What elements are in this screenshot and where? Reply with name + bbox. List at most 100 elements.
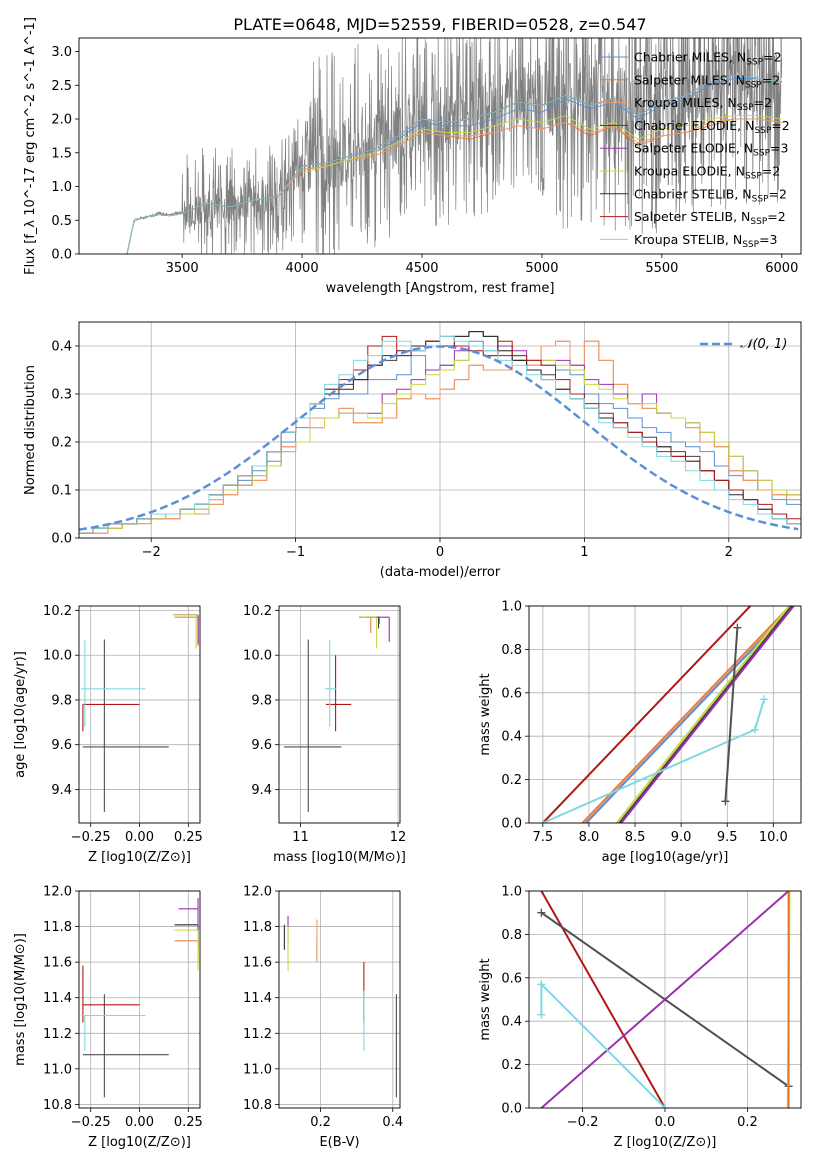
mass_vs_Z-ytick-label: 11.0 — [43, 1062, 72, 1077]
residuals-xtick-label: 2 — [725, 545, 733, 560]
age_vs_Z-grid — [79, 606, 200, 823]
legend-label-2: Kroupa MILES, N — [634, 95, 737, 110]
mass_vs_EBV-frame — [278, 890, 401, 1109]
spectrum-ytick-label: 3.0 — [51, 45, 72, 60]
mass_vs_EBV-ytick-label: 11.0 — [243, 1062, 272, 1077]
mass_vs_Z-grid — [79, 890, 200, 1108]
weight_vs_age-line-2 — [583, 606, 793, 823]
legend-subscript-1: SSP — [745, 80, 762, 90]
weight_vs_age-frame — [528, 605, 802, 824]
residuals-xlabel: (data-model)/error — [380, 565, 501, 580]
age_vs_Z-xtick-label: 0.00 — [125, 830, 154, 845]
legend-subscript-6: SSP — [752, 194, 769, 204]
panel-spectrum: 3500 4000 4500 5000 5500 6000 0.0 0.5 1.0 1.5 2.0 2… — [23, 17, 802, 296]
age_vs_Z-ytick-label: 9.8 — [51, 693, 72, 708]
mass_vs_EBV-ytick-label: 11.4 — [243, 991, 272, 1006]
mass_vs_Z-frame — [78, 890, 201, 1109]
mass_vs_EBV-grid — [279, 890, 400, 1108]
mass_vs_EBV-ytick-label: 11.2 — [243, 1027, 272, 1042]
legend-entry-6: Chabrier STELIB, NSSP=2 — [634, 186, 787, 204]
normal-legend-label: 𝒩(0, 1) — [740, 337, 787, 352]
weight_vs_age-ytick-label: 0.4 — [501, 730, 522, 745]
mass_vs_EBV-ytick-label: 12.0 — [243, 885, 272, 900]
mass_vs_Z-xtick-label: 0.25 — [174, 1115, 203, 1130]
weight_vs_Z-ytick-label: 1.0 — [501, 885, 522, 900]
panel-mass_vs_Z: −0.25 0.00 0.25 10.8 11.0 11.2 11.4 11.6 11.8 12.… — [13, 885, 203, 1151]
weight_vs_age-xtick-label: 10.0 — [759, 830, 788, 845]
weight_vs_Z-line-0 — [540, 891, 666, 1108]
spectrum-ytick-label: 2.5 — [51, 79, 72, 94]
spectrum-frame — [78, 37, 802, 255]
weight_vs_Z-xtick-label: −0.2 — [567, 1115, 599, 1130]
legend-subscript-0: SSP — [746, 58, 763, 68]
mass_vs_Z-xlabel: Z [log10(Z/Z⊙)] — [88, 1135, 191, 1150]
age_vs_Z-xtick-label: −0.25 — [71, 830, 111, 845]
weight_vs_age-line-8 — [724, 627, 739, 802]
age_vs_mass-ytick-label: 9.4 — [251, 783, 272, 798]
mass_vs_EBV-xlabel: E(B-V) — [319, 1135, 359, 1150]
legend-count-3: =2 — [771, 118, 789, 133]
legend-label-0: Chabrier MILES, N — [634, 50, 746, 65]
legend-subscript-3: SSP — [754, 126, 771, 136]
age_vs_Z-xtick-label: 0.25 — [174, 830, 203, 845]
spectrum-xtick-label: 4000 — [286, 261, 319, 276]
figure-title: PLATE=0648, MJD=52559, FIBERID=0528, z=0… — [233, 15, 646, 34]
spectrum-xtick-label: 5500 — [645, 261, 678, 276]
residuals-xtick-label: 0 — [436, 545, 444, 560]
weight_vs_Z-marker-2-0 — [537, 908, 546, 917]
age_vs_Z-plot-area — [80, 614, 199, 812]
mass_vs_EBV-ytick-label: 11.8 — [243, 920, 272, 935]
spectrum-xtick-label: 6000 — [765, 261, 798, 276]
legend-entry-8: Kroupa STELIB, NSSP=3 — [634, 232, 778, 250]
weight_vs_Z-ylabel: mass weight — [478, 958, 493, 1040]
age_vs_Z-ytick-label: 9.4 — [51, 783, 72, 798]
residuals-xtick-label: −2 — [142, 545, 161, 560]
weight_vs_age-marker-7-1 — [750, 725, 759, 734]
age_vs_mass-xtick-label: 11 — [292, 830, 309, 845]
weight_vs_age-line-0 — [542, 606, 752, 823]
spectrum-xtick-label: 4500 — [405, 261, 438, 276]
weight_vs_age-marker-7-0 — [538, 819, 547, 823]
weight_vs_Z-xtick-label: 0.2 — [737, 1115, 758, 1130]
weight_vs_age-line-4 — [615, 606, 790, 823]
weight_vs_age-xlabel: age [log10(age/yr)] — [602, 850, 729, 865]
legend-entry-7: Salpeter STELIB, NSSP=2 — [634, 209, 786, 227]
residuals-ytick-label: 0.0 — [51, 532, 72, 547]
panel-age_vs_mass: 11 12 9.4 9.6 9.8 10.0 10.2 mass [log10(M/M⊙)] — [243, 604, 406, 865]
mass_vs_Z-xtick-label: 0.00 — [125, 1115, 154, 1130]
legend-entry-0: Chabrier MILES, NSSP=2 — [634, 50, 782, 68]
weight_vs_Z-marker-3-1 — [537, 980, 546, 989]
weight_vs_age-marker-7-2 — [760, 695, 769, 704]
mass_vs_EBV-ytick-label: 11.6 — [243, 956, 272, 971]
weight_vs_age-ytick-label: 1.0 — [501, 600, 522, 615]
panel-age_vs_Z: −0.25 0.00 0.25 9.4 9.6 9.8 10.0 10.2 Z [log10(Z… — [13, 604, 203, 865]
mass_vs_EBV-plot-area — [283, 915, 397, 1098]
weight_vs_age-xtick-label: 7.5 — [532, 830, 553, 845]
weight_vs_Z-ytick-label: 0.0 — [501, 1102, 522, 1117]
mass_vs_Z-ylabel: mass [log10(M/M⊙)] — [13, 933, 28, 1066]
legend-count-4: =3 — [770, 141, 788, 156]
residuals-ytick-label: 0.1 — [51, 484, 72, 499]
legend-label-1: Salpeter MILES, N — [634, 72, 745, 87]
model-line-8 — [126, 74, 782, 254]
mass_vs_EBV-xtick-label: 0.2 — [310, 1115, 331, 1130]
legend-entry-5: Kroupa ELODIE, NSSP=2 — [634, 164, 780, 182]
mass_vs_Z-ytick-label: 10.8 — [43, 1098, 72, 1113]
weight_vs_age-xtick-label: 9.5 — [717, 830, 738, 845]
spectrum-ytick-label: 0.0 — [51, 248, 72, 263]
age_vs_mass-xlabel: mass [log10(M/M⊙)] — [273, 850, 406, 865]
residuals-frame — [78, 321, 802, 539]
weight_vs_age-plot-area — [538, 606, 795, 823]
weight_vs_age-line-6 — [620, 606, 795, 823]
panel-weight_vs_Z: −0.2 0.0 0.2 0.0 0.2 0.4 0.6 0.8 1.0 Z [log10(Z/Z… — [478, 885, 802, 1150]
weight_vs_age-line-1 — [581, 606, 791, 823]
weight_vs_Z-marker-3-2 — [661, 1104, 669, 1108]
legend-subscript-7: SSP — [750, 217, 767, 227]
legend-count-5: =2 — [762, 164, 780, 179]
weight_vs_Z-marker-3-0 — [537, 1010, 546, 1019]
weight_vs_age-ytick-label: 0.6 — [501, 686, 522, 701]
weight_vs_age-ytick-label: 0.0 — [501, 817, 522, 832]
model-line-5 — [301, 115, 782, 174]
mass_vs_Z-ytick-label: 11.6 — [43, 956, 72, 971]
